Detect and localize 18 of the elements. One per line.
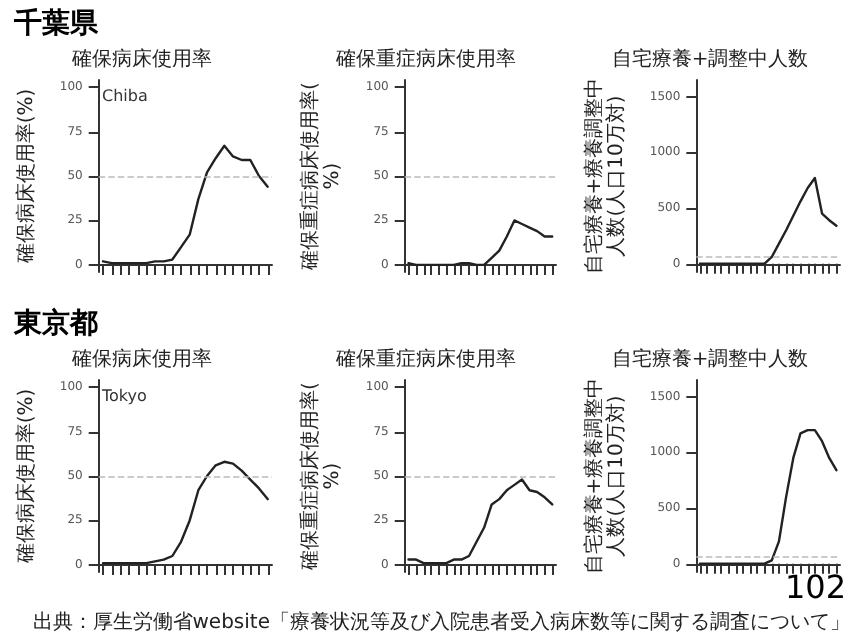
annotation: 102 bbox=[784, 568, 846, 606]
y-axis-title: 確保重症病床使用率(%) bbox=[298, 381, 344, 572]
chart-title: 確保病床使用率 bbox=[70, 347, 212, 371]
annotation: Tokyo bbox=[100, 387, 148, 405]
chart-title: 確保重症病床使用率 bbox=[334, 47, 516, 71]
chart-title: 確保重症病床使用率 bbox=[334, 347, 516, 371]
chart-subtitle: 千葉県 bbox=[12, 6, 100, 40]
chart-title: 自宅療養+調整中人数 bbox=[611, 47, 809, 71]
y-axis-title: 確保重症病床使用率(%) bbox=[298, 81, 344, 272]
y-axis-title: 自宅療養+療養調整中人数(人口10万対) bbox=[582, 377, 628, 575]
chart-title: 自宅療養+調整中人数 bbox=[611, 347, 809, 371]
y-axis-title: 自宅療養+療養調整中人数(人口10万対) bbox=[582, 77, 628, 275]
y-axis-title: 確保病床使用率(%) bbox=[14, 88, 38, 266]
chart-subtitle: 東京都 bbox=[12, 306, 98, 340]
chart-title: 確保病床使用率 bbox=[70, 47, 212, 71]
source-note: 出典：厚生労働省website「療養状況等及び入院患者受入病床数等に関する調査について」 bbox=[30, 609, 850, 636]
annotation: Chiba bbox=[102, 87, 148, 105]
y-axis-title: 確保病床使用率(%) bbox=[14, 388, 38, 566]
